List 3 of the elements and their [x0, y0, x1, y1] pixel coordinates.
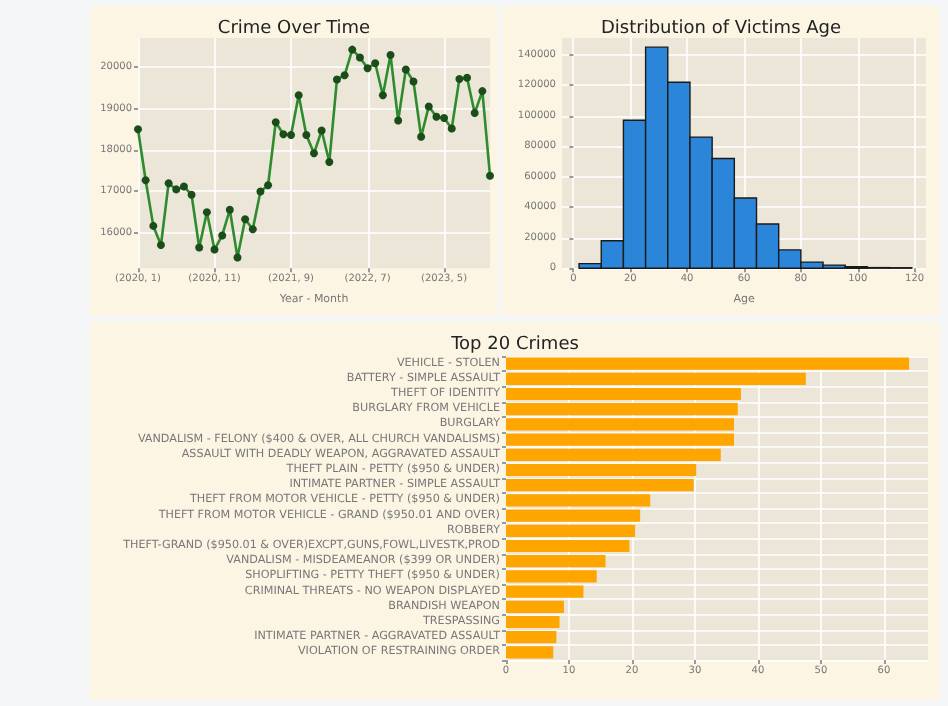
chart-title: Crime Over Time — [217, 19, 372, 39]
chart-title: Distribution of Victims Age — [600, 19, 842, 39]
chart-title: Top 20 Crimes — [449, 335, 580, 355]
